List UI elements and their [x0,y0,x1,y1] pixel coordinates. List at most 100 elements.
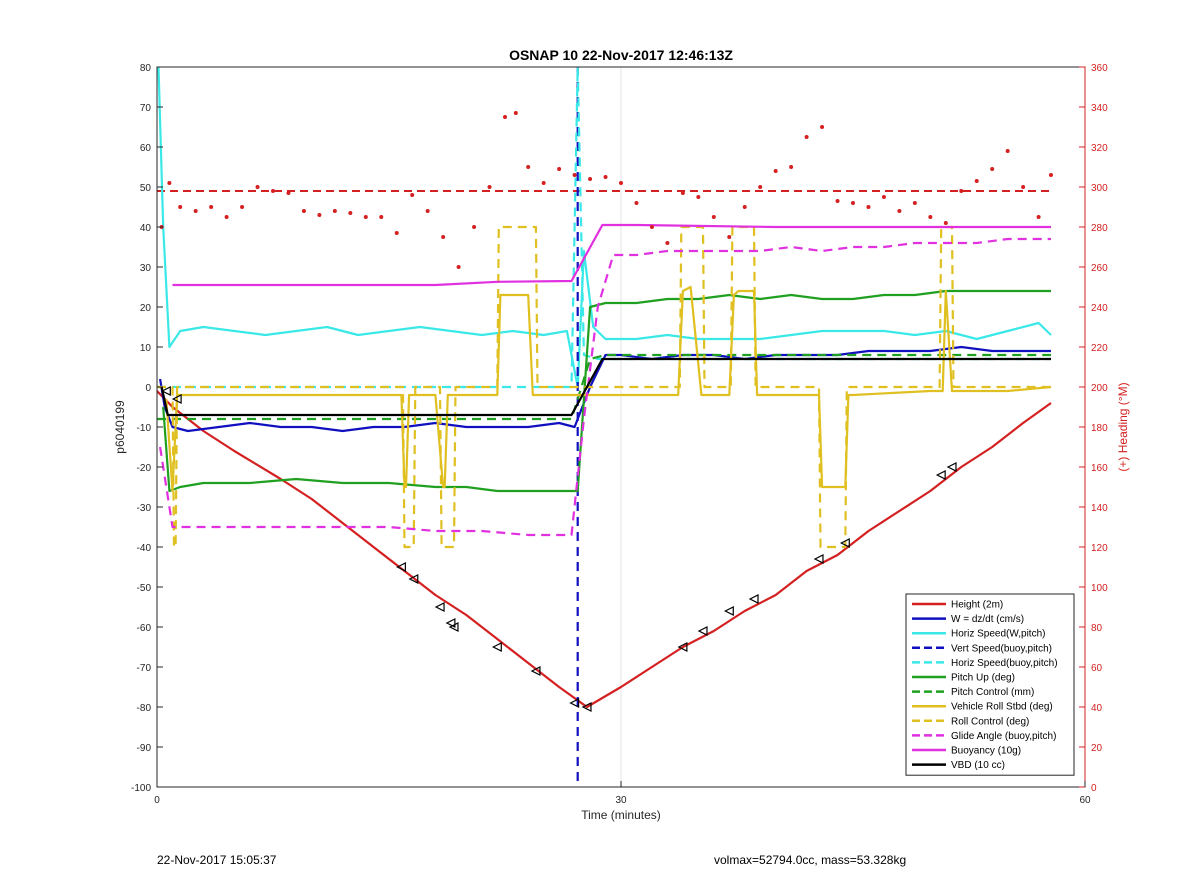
height-marker [491,642,502,652]
y2-tick-label: 20 [1091,743,1103,754]
y2-tick-label: 80 [1091,623,1103,634]
heading-point [456,265,461,269]
y2-tick-label: 120 [1091,543,1108,554]
heading-point [425,209,430,213]
heading-point [990,167,995,171]
y-tick-label: 50 [140,183,152,194]
heading-point [696,195,701,199]
heading-point [665,241,670,245]
heading-point [758,185,763,189]
heading-point [742,205,747,209]
heading-point [513,111,518,115]
heading-point [789,165,794,169]
heading-point [178,205,183,209]
heading-point [441,235,446,239]
x-axis-label: Time (minutes) [581,808,661,822]
legend: Height (2m) W = dz/dt (cm/s) Horiz Speed(W… [905,593,1075,776]
y2-tick-label: 140 [1091,503,1108,514]
height-marker [813,554,824,564]
legend-box [905,593,1075,776]
legend-label-9: Glide Angle (buoy,pitch) [951,731,1056,742]
chart-title: OSNAP 10 22-Nov-2017 12:46:13Z [509,47,733,63]
heading-point [727,235,732,239]
y2-tick-label: 320 [1091,143,1108,154]
heading-point [943,221,948,225]
y-tick-label: 60 [140,143,152,154]
y2-tick-label: 300 [1091,183,1108,194]
legend-label-11: VBD (10 cc) [951,760,1005,771]
heading-point [804,135,809,139]
heading-point [866,205,871,209]
y2-tick-label: 360 [1091,63,1108,74]
heading-point [487,185,492,189]
y2-tick-label: 60 [1091,663,1103,674]
y2-tick-label: 220 [1091,343,1108,354]
y-tick-label: 30 [140,263,152,274]
y-tick-label: 20 [140,303,152,314]
height-marker [530,666,541,676]
y-tick-label: -30 [137,503,152,514]
heading-point [332,209,337,213]
y-tick-label: -20 [137,463,152,474]
heading-point [301,209,306,213]
height-marker [935,470,946,480]
y2-tick-label: 240 [1091,303,1108,314]
height-marker [946,462,957,472]
heading-point [1005,149,1010,153]
heading-point [680,191,685,195]
y-tick-label: -80 [137,703,152,714]
heading-point [348,211,353,215]
heading-point [240,205,245,209]
heading-point [1021,185,1026,189]
heading-point [912,201,917,205]
legend-label-3: Vert Speed(buoy,pitch) [951,643,1052,654]
height-markers [160,386,957,712]
legend-label-1: W = dz/dt (cm/s) [951,614,1024,625]
height-marker [581,702,592,712]
height-marker [408,574,419,584]
heading-point [572,173,577,177]
heading-point [649,225,654,229]
y2-tick-label: 340 [1091,103,1108,114]
heading-point [959,189,964,193]
heading-point [881,195,886,199]
footer-timestamp: 22-Nov-2017 15:05:37 [157,853,277,867]
y2-tick-label: 40 [1091,703,1103,714]
footer-info: volmax=52794.0cc, mass=53.328kg [714,853,907,867]
heading-point [526,165,531,169]
legend-label-10: Buoyancy (10g) [951,746,1021,757]
y-tick-label: 0 [145,383,151,394]
y-tick-label: 10 [140,343,152,354]
heading-point [286,191,291,195]
legend-label-2: Horiz Speed(W,pitch) [951,629,1045,640]
series-line-9 [159,237,1051,537]
y2-tick-label: 200 [1091,383,1108,394]
y-tick-label: 80 [140,63,152,74]
y2-tick-label: 160 [1091,463,1108,474]
y2-tick-label: 180 [1091,423,1108,434]
series-line-8 [157,225,1051,549]
height-marker [171,394,182,404]
height-marker [448,622,459,632]
height-marker [677,642,688,652]
y-tick-label: -70 [137,663,152,674]
heading-point [209,205,214,209]
heading-point [820,125,825,129]
series-line-11 [160,357,1051,417]
heading-point [472,225,477,229]
heading-point [1036,215,1041,219]
series-line-10 [172,223,1051,287]
y-axis-label: p6040199 [113,400,127,454]
height-marker [723,606,734,616]
x-tick-label: 30 [615,795,627,806]
y2-tick-label: 100 [1091,583,1108,594]
legend-label-8: Roll Control (deg) [951,716,1029,727]
y-tick-label: -90 [137,743,152,754]
heading-point [224,215,229,219]
heading-point [317,213,322,217]
legend-label-5: Pitch Up (deg) [951,673,1015,684]
heading-point [410,193,415,197]
y-tick-label: 40 [140,223,152,234]
y-tick-label: -50 [137,583,152,594]
